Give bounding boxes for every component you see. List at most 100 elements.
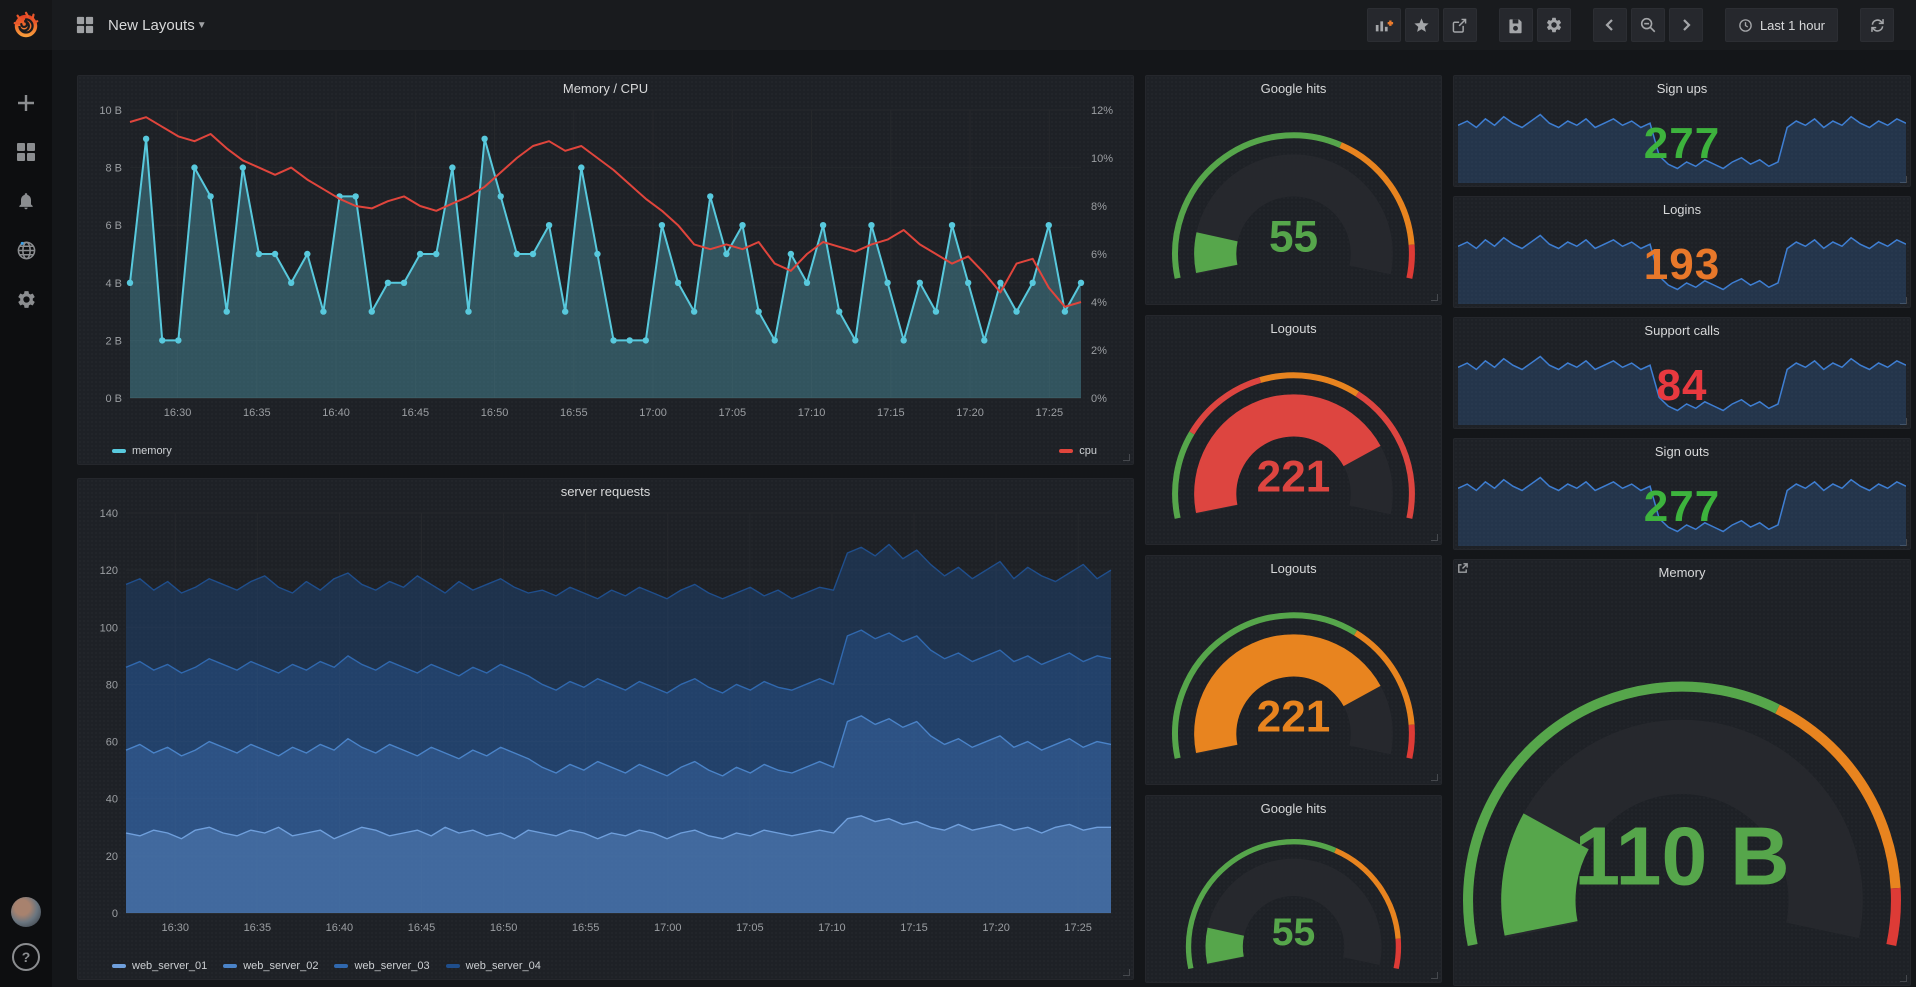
svg-text:4%: 4% (1091, 297, 1107, 309)
time-range-label: Last 1 hour (1759, 17, 1825, 33)
charts-column: Memory / CPU 16:30 16:35 16:40 16:45 16:50 16… (77, 75, 1134, 987)
grafana-logo[interactable] (0, 0, 52, 50)
panel-title[interactable]: Logouts (1270, 321, 1317, 336)
add-panel-button[interactable] (1366, 8, 1401, 42)
svg-text:80: 80 (106, 679, 118, 691)
sparkline (1458, 100, 1906, 183)
legend-item[interactable]: web_server_02 (223, 960, 318, 972)
svg-text:60: 60 (106, 737, 118, 749)
panel-stat-support-calls: Support calls 84 (1453, 317, 1911, 429)
panel-title[interactable]: server requests (560, 484, 651, 499)
dashboard-settings-button[interactable] (1536, 8, 1571, 42)
svg-text:17:00: 17:00 (639, 407, 667, 419)
svg-text:17:00: 17:00 (654, 922, 682, 934)
svg-text:17:20: 17:20 (956, 407, 984, 419)
svg-text:0: 0 (112, 908, 118, 920)
svg-text:16:45: 16:45 (402, 407, 430, 419)
sparkline (1458, 463, 1906, 546)
sidebar-item-dashboards[interactable] (15, 141, 37, 163)
legend-item[interactable]: web_server_04 (445, 960, 541, 972)
gauge: 221 (1146, 342, 1441, 540)
clock-icon (1739, 18, 1752, 32)
user-avatar[interactable] (11, 897, 41, 927)
svg-text:17:25: 17:25 (1064, 922, 1092, 934)
svg-text:16:55: 16:55 (572, 922, 600, 934)
server-requests-legend: web_server_01 web_server_02 web_server_0… (78, 956, 1133, 976)
gear-icon (17, 290, 35, 308)
svg-text:17:05: 17:05 (736, 922, 764, 934)
svg-text:16:50: 16:50 (490, 922, 518, 934)
panel-title[interactable]: Support calls (1644, 323, 1720, 338)
dashboard-title: New Layouts (108, 16, 195, 34)
share-button[interactable] (1442, 8, 1477, 42)
panel-title[interactable]: Memory / CPU (562, 81, 649, 96)
gauge-value: 110 B (1574, 810, 1789, 902)
top-navbar: New Layouts ▼ (0, 0, 1916, 50)
save-dashboard-button[interactable] (1498, 8, 1533, 42)
stat-value: 277 (1643, 119, 1721, 168)
svg-text:17:20: 17:20 (982, 922, 1010, 934)
time-forward-button[interactable] (1668, 8, 1703, 42)
legend-label: web_server_04 (465, 960, 541, 972)
panel-memory-cpu: Memory / CPU 16:30 16:35 16:40 16:45 16:50 16… (77, 75, 1134, 465)
time-range-picker[interactable]: Last 1 hour (1724, 8, 1838, 42)
memory-cpu-chart[interactable]: 16:30 16:35 16:40 16:45 16:50 16:55 17:00 17:05… (86, 102, 1127, 436)
svg-text:140: 140 (100, 508, 118, 520)
sparkline (1458, 221, 1906, 304)
stat-value: 193 (1643, 240, 1721, 289)
dashboards-grid-icon (17, 143, 35, 161)
legend-item[interactable]: cpu (1059, 445, 1097, 457)
sidebar-item-configuration[interactable] (15, 288, 37, 310)
chevron-left-icon (1605, 19, 1613, 31)
sidebar-item-alerting[interactable] (15, 190, 37, 212)
legend-swatch (112, 449, 126, 453)
panel-title[interactable]: Logins (1662, 202, 1702, 217)
svg-text:16:40: 16:40 (322, 407, 350, 419)
panel-title[interactable]: Google hits (1260, 801, 1327, 816)
memory-cpu-chart-body: 16:30 16:35 16:40 16:45 16:50 16:55 17:00 17:05… (78, 102, 1133, 441)
chevron-down-icon: ▼ (196, 19, 207, 31)
time-back-button[interactable] (1592, 8, 1627, 42)
panel-stat-sign-outs: Sign outs 277 (1453, 438, 1911, 550)
svg-text:0 B: 0 B (105, 393, 122, 405)
svg-text:16:55: 16:55 (560, 407, 588, 419)
legend-item[interactable]: web_server_03 (334, 960, 430, 972)
legend-swatch (1059, 449, 1074, 453)
panel-gauge-logouts-1: Logouts 221 (1145, 315, 1442, 545)
plus-icon (18, 95, 34, 111)
legend-swatch (334, 964, 349, 968)
sidebar-bottom: ? (11, 897, 41, 971)
chevron-right-icon (1683, 19, 1691, 31)
gauge-value: 221 (1257, 453, 1331, 502)
svg-text:16:50: 16:50 (481, 407, 509, 419)
panel-server-requests: server requests 16:30 16:35 16:40 16:45 16:5… (77, 478, 1134, 980)
panel-title[interactable]: Memory (1658, 565, 1706, 580)
panel-title[interactable]: Sign outs (1654, 444, 1710, 459)
gauge: 110 B (1454, 586, 1910, 981)
favorite-button[interactable] (1404, 8, 1439, 42)
star-icon (1414, 17, 1430, 32)
refresh-button[interactable] (1860, 8, 1894, 42)
left-sidebar: ? (0, 50, 52, 987)
sidebar-item-explore[interactable] (15, 239, 37, 261)
memory-cpu-legend: memory cpu (78, 441, 1133, 461)
sidebar-item-create[interactable] (15, 92, 37, 114)
svg-text:17:10: 17:10 (818, 922, 846, 934)
external-link-icon[interactable] (1456, 562, 1469, 580)
gauges-column: Google hits 55 Logouts 221 Logouts 221 (1145, 75, 1442, 987)
legend-item[interactable]: web_server_01 (112, 960, 207, 972)
server-requests-chart[interactable]: 16:30 16:35 16:40 16:45 16:50 16:55 17:00 17:05… (86, 505, 1127, 951)
share-icon (1453, 18, 1467, 33)
legend-item[interactable]: memory (112, 445, 172, 457)
stats-column: Sign ups 277 Logins 193 Support calls 84… (1453, 75, 1911, 987)
stat-value: 277 (1643, 482, 1721, 531)
panel-title[interactable]: Sign ups (1656, 81, 1708, 96)
globe-icon (17, 241, 35, 259)
zoom-out-button[interactable] (1630, 8, 1665, 42)
panel-title[interactable]: Logouts (1270, 561, 1317, 576)
dashboard-title-dropdown[interactable]: New Layouts ▼ (108, 17, 207, 34)
legend-label: memory (132, 445, 172, 457)
panel-title[interactable]: Google hits (1260, 81, 1327, 96)
help-button[interactable]: ? (12, 943, 40, 971)
svg-text:17:15: 17:15 (900, 922, 928, 934)
